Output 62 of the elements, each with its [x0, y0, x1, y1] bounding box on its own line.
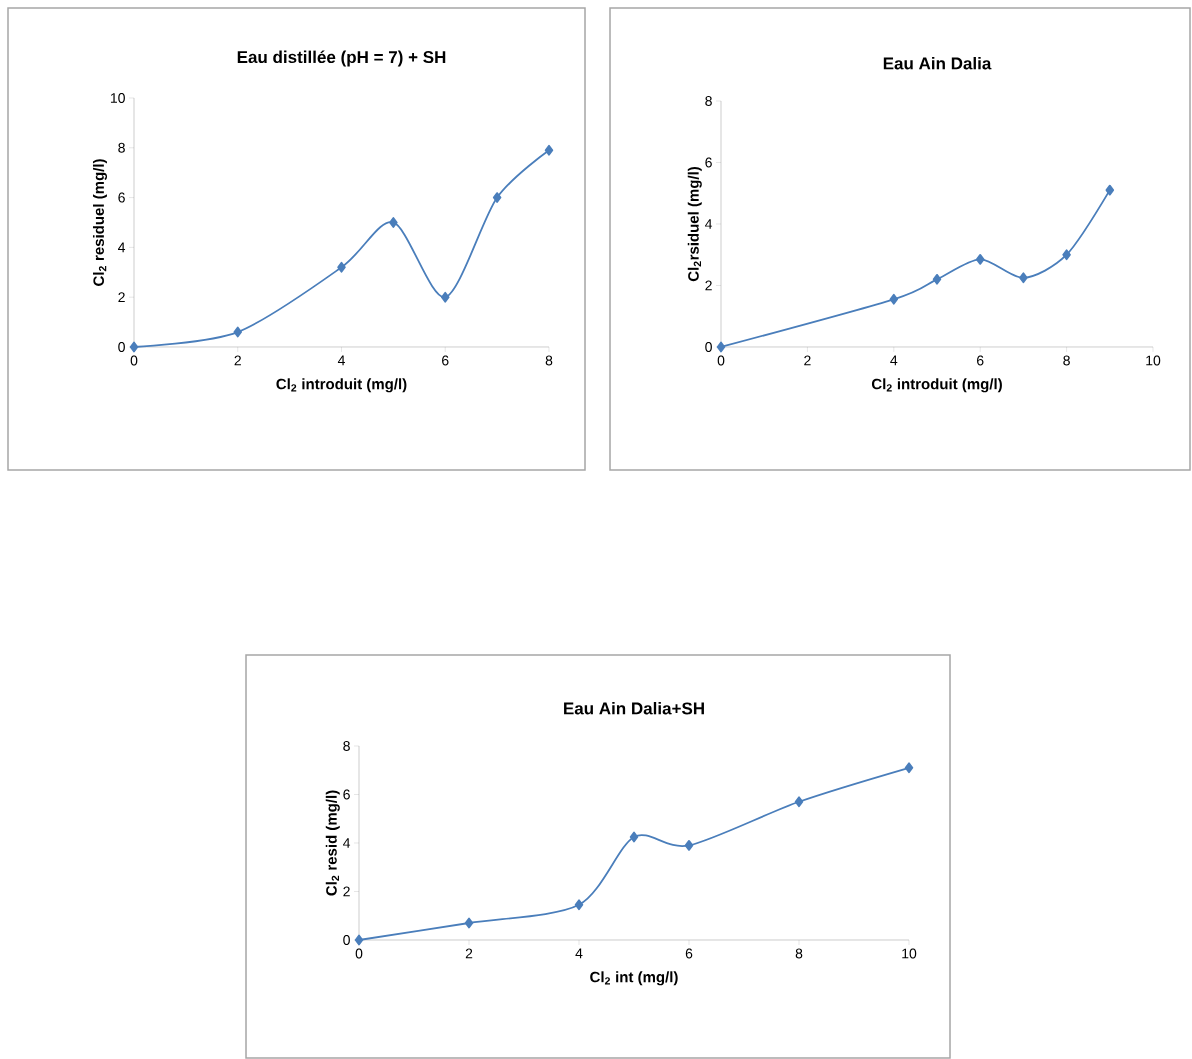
x-tick-label: 2	[804, 355, 811, 366]
y-tick-label: 8	[118, 142, 125, 153]
chart-title: Eau distillée (pH = 7) + SH	[237, 50, 446, 67]
x-tick-label: 8	[795, 948, 803, 959]
y-tick-label: 0	[118, 342, 125, 352]
point	[492, 192, 502, 203]
point	[716, 341, 726, 353]
y-axis-title: Cl$_{2}$ resid (mg/l)	[325, 790, 340, 896]
y-tick-label: 2	[705, 280, 712, 291]
y-tick-label: 10	[110, 93, 125, 103]
point	[1105, 184, 1115, 196]
point	[1062, 249, 1071, 261]
point	[684, 840, 694, 851]
point	[904, 762, 914, 774]
y-tick-label: 6	[118, 192, 125, 203]
x-tick-label: 6	[977, 355, 984, 366]
point	[389, 217, 398, 228]
chart-title: Eau Ain Dalia+SH	[564, 701, 704, 715]
point	[889, 293, 899, 305]
y-tick-label: 2	[118, 292, 125, 303]
x-tick-label: 4	[575, 948, 583, 959]
x-axis-title: Cl$_{2}$ introduit (mg/l)	[276, 378, 407, 393]
y-tick-label: 6	[343, 789, 350, 800]
point	[975, 253, 985, 265]
y-tick-label: 0	[343, 935, 350, 945]
x-axis-title: Cl$_{2}$ introduit (mg/l)	[871, 378, 1002, 393]
point	[794, 796, 804, 808]
point	[233, 326, 243, 338]
x-tick-label: 0	[130, 355, 138, 366]
x-tick-label: 10	[1146, 355, 1161, 366]
point	[932, 273, 942, 285]
point	[440, 291, 450, 303]
point	[464, 917, 474, 929]
x-tick-label: 4	[890, 355, 898, 366]
x-tick-label: 0	[355, 948, 363, 959]
x-tick-label: 10	[902, 948, 917, 959]
x-tick-label: 2	[234, 355, 241, 366]
x-tick-label: 2	[465, 948, 473, 959]
x-tick-label: 8	[545, 355, 553, 366]
y-tick-label: 8	[705, 96, 712, 106]
x-tick-label: 0	[717, 355, 725, 366]
y-axis-title: Cl$_{2}$rsiduel (mg/l)	[687, 166, 702, 282]
point	[129, 341, 139, 353]
y-tick-label: 4	[705, 219, 713, 229]
y-tick-label: 4	[343, 838, 351, 848]
chart-title: Eau Ain Dalia	[883, 56, 992, 70]
x-tick-label: 6	[442, 355, 449, 366]
point	[337, 261, 346, 273]
point	[544, 144, 554, 156]
x-tick-label: 8	[1063, 355, 1070, 366]
y-tick-label: 2	[343, 886, 350, 897]
y-tick-label: 0	[705, 342, 712, 352]
point	[629, 831, 639, 843]
y-tick-label: 6	[705, 157, 712, 168]
point	[1019, 272, 1028, 284]
y-tick-label: 4	[118, 242, 126, 253]
point	[574, 899, 584, 911]
point	[354, 934, 364, 946]
x-tick-label: 6	[685, 948, 693, 959]
y-axis-title: Cl$_{2}$ residuel (mg/l)	[92, 159, 108, 286]
y-tick-label: 8	[343, 741, 350, 751]
x-axis-title: Cl$_{2}$ int (mg/l)	[590, 971, 678, 986]
